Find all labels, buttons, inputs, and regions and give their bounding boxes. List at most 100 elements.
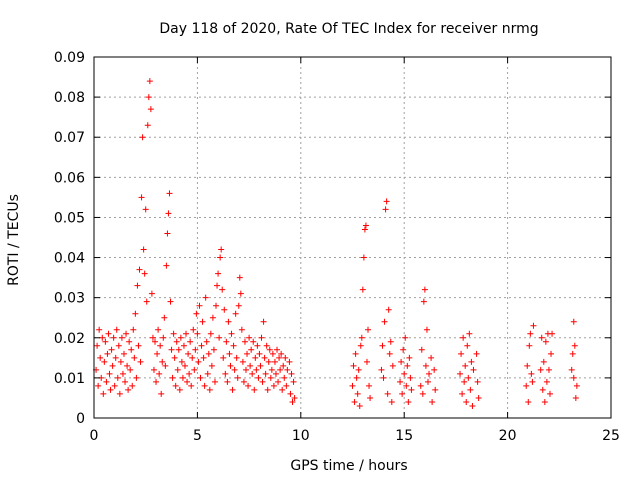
data-point [155,326,162,333]
data-point [538,334,545,341]
data-point [202,294,209,301]
data-point [422,362,429,369]
data-point [142,206,149,213]
data-point [568,366,575,373]
data-point [261,354,268,361]
data-point [164,230,171,237]
data-point [233,354,240,361]
data-point [148,290,155,297]
data-point [268,366,275,373]
data-point [457,370,464,377]
data-point [569,350,576,357]
data-point [459,390,466,397]
y-tick-label: 0.05 [54,210,85,226]
data-point [283,382,290,389]
data-point [352,350,359,357]
data-point [426,370,433,377]
data-point [537,366,544,373]
data-point [95,382,102,389]
y-tick-label: 0.04 [54,251,85,267]
data-point [183,330,190,337]
data-point [350,362,357,369]
data-point [378,366,385,373]
data-point [354,390,361,397]
data-point [173,338,180,345]
data-point [262,370,269,377]
x-tick-label: 15 [395,428,413,444]
data-point [161,314,168,321]
y-tick-label: 0.02 [54,331,85,347]
data-point [279,386,286,393]
data-point [418,346,425,353]
data-point [431,366,438,373]
data-point [528,370,535,377]
data-point [362,222,369,229]
data-point [175,346,182,353]
data-point [188,382,195,389]
data-point [349,382,356,389]
data-point [288,370,295,377]
data-point [465,374,472,381]
data-point [250,338,257,345]
data-point [240,378,247,385]
data-point [467,386,474,393]
data-point [236,274,243,281]
data-point [543,378,550,385]
data-point [401,370,408,377]
data-point [458,350,465,357]
data-point [244,350,251,357]
data-point [402,334,409,341]
data-point [248,346,255,353]
data-point [228,330,235,337]
data-point [111,382,118,389]
data-point [116,390,123,397]
data-point [205,350,212,357]
data-point [246,334,253,341]
data-point [281,374,288,381]
data-point [230,342,237,349]
data-point [203,338,210,345]
data-point [226,350,233,357]
data-point [408,386,415,393]
data-point [269,350,276,357]
data-point [421,286,428,293]
data-point [429,398,436,405]
data-point [407,374,414,381]
data-point [106,370,113,377]
data-point [117,358,124,365]
data-point [201,382,208,389]
data-point [144,122,151,129]
data-point [120,350,127,357]
data-point [109,362,116,369]
data-point [102,338,109,345]
data-point [149,334,156,341]
data-point [210,346,217,353]
data-point [259,378,266,385]
data-point [419,390,426,397]
data-point [242,366,249,373]
data-point [290,378,297,385]
data-point [174,366,181,373]
data-point [211,378,218,385]
data-point [526,342,533,349]
data-point [185,350,192,357]
data-point [254,342,261,349]
data-point [200,354,207,361]
data-point [541,398,548,405]
y-tick-label: 0.01 [54,371,85,387]
x-tick-label: 20 [499,428,517,444]
data-point [356,402,363,409]
data-point [275,378,282,385]
data-point [150,366,157,373]
data-point [113,326,120,333]
data-point [384,390,391,397]
data-point [186,370,193,377]
data-point [545,366,552,373]
data-point [351,398,358,405]
data-point [276,354,283,361]
data-point [166,190,173,197]
data-point [197,374,204,381]
data-point [177,334,184,341]
data-point [277,366,284,373]
